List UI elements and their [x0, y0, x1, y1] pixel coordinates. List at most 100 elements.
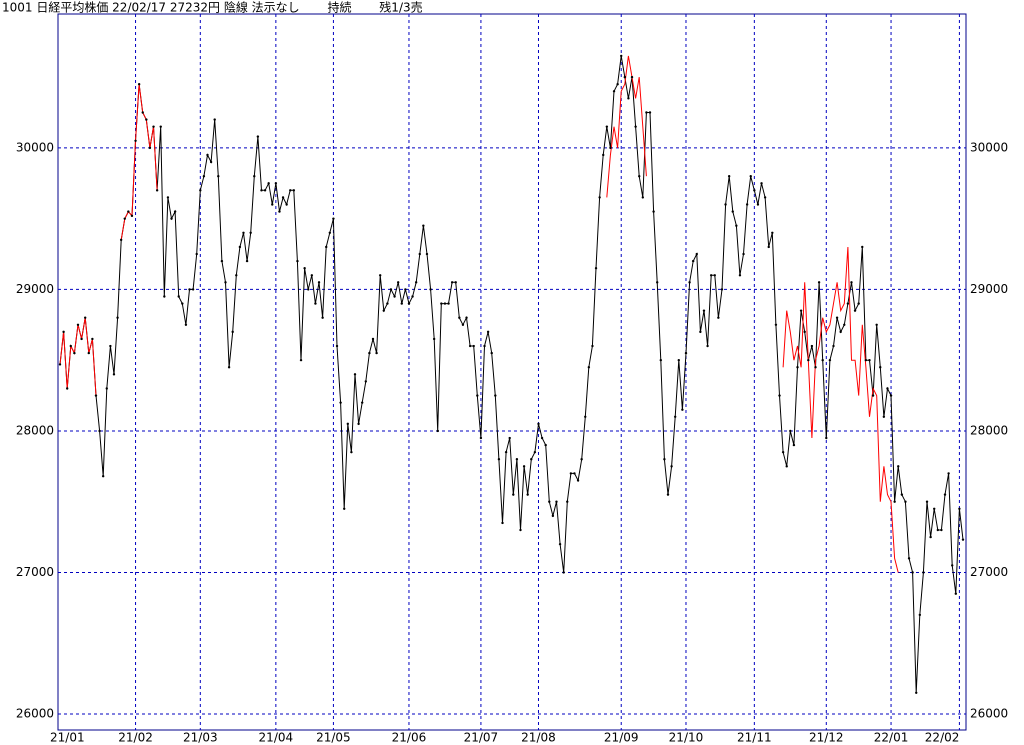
price-point	[727, 174, 731, 178]
price-point	[425, 252, 429, 256]
price-point	[400, 302, 403, 305]
price-point	[371, 337, 375, 341]
price-point	[861, 245, 864, 249]
price-point	[533, 450, 537, 454]
price-point	[432, 337, 436, 341]
price-point	[709, 274, 713, 277]
price-point	[184, 323, 188, 326]
price-point	[548, 500, 551, 503]
price-point	[810, 344, 814, 348]
price-point	[296, 259, 299, 263]
price-point	[224, 281, 227, 284]
price-point	[483, 344, 486, 348]
price-point	[915, 691, 918, 694]
price-point	[368, 351, 371, 355]
price-point	[127, 210, 130, 213]
price-point	[91, 337, 94, 341]
price-point	[94, 394, 98, 397]
price-point	[105, 387, 108, 390]
price-line	[59, 55, 899, 573]
price-point	[691, 259, 695, 263]
price-point	[101, 475, 105, 478]
price-point	[843, 323, 846, 326]
price-point	[123, 217, 126, 220]
price-point	[875, 323, 878, 326]
price-point	[80, 337, 83, 341]
price-point	[166, 196, 170, 199]
x-tick-label: 21/03	[183, 731, 218, 745]
price-point	[522, 465, 526, 468]
price-point	[871, 394, 875, 397]
price-point	[414, 281, 418, 284]
price-point	[235, 274, 238, 277]
price-point	[929, 535, 932, 539]
price-point	[943, 493, 947, 496]
price-point	[274, 182, 278, 185]
price-point	[346, 422, 350, 426]
price-point	[62, 330, 65, 334]
price-point	[497, 458, 501, 461]
price-point	[173, 210, 177, 213]
price-point	[188, 288, 191, 291]
price-point	[217, 174, 220, 178]
price-point	[677, 358, 680, 362]
price-point	[580, 458, 583, 461]
price-point	[526, 493, 529, 496]
price-point	[785, 465, 788, 468]
price-point	[879, 366, 882, 369]
price-point	[310, 274, 314, 277]
price-point	[260, 189, 263, 192]
price-point	[76, 323, 80, 326]
price-point	[170, 217, 173, 220]
price-point	[641, 196, 645, 199]
price-point	[584, 415, 587, 418]
price-point	[638, 174, 641, 178]
price-point	[922, 571, 925, 574]
x-tick-label: 21/11	[737, 731, 772, 745]
plot-frame	[57, 13, 967, 731]
price-point	[803, 330, 806, 334]
price-point	[494, 394, 497, 397]
price-point	[889, 394, 893, 397]
price-point	[303, 266, 306, 270]
price-point	[897, 465, 900, 468]
price-point	[807, 358, 810, 362]
price-point	[281, 196, 285, 199]
price-point	[321, 316, 324, 319]
price-point	[134, 139, 137, 143]
price-point	[440, 302, 443, 305]
price-point	[271, 203, 274, 206]
price-point	[630, 75, 634, 79]
price-point	[267, 182, 270, 185]
price-point	[199, 189, 202, 192]
price-point	[958, 507, 961, 510]
price-point	[382, 309, 385, 312]
price-point	[864, 358, 868, 362]
price-point	[760, 182, 763, 185]
price-point	[666, 493, 670, 496]
price-point	[325, 245, 328, 249]
price-point	[911, 571, 914, 574]
price-point	[109, 344, 112, 348]
price-point	[951, 564, 954, 567]
price-point	[227, 366, 231, 369]
price-point	[181, 302, 184, 305]
y-tick-label: 28000	[16, 423, 54, 437]
price-point	[112, 373, 116, 376]
price-point	[378, 274, 382, 277]
price-point	[231, 330, 234, 334]
price-point	[663, 458, 666, 461]
price-point	[476, 394, 479, 397]
price-point	[828, 358, 832, 362]
price-point	[195, 252, 198, 256]
price-point	[544, 443, 547, 447]
x-tick-label: 22/01	[874, 731, 909, 745]
price-point	[868, 358, 871, 362]
price-point	[468, 344, 472, 348]
x-tick-label: 21/05	[316, 731, 351, 745]
price-point	[130, 214, 134, 218]
price-point	[612, 90, 616, 93]
price-point	[587, 366, 591, 369]
price-point	[688, 281, 691, 284]
